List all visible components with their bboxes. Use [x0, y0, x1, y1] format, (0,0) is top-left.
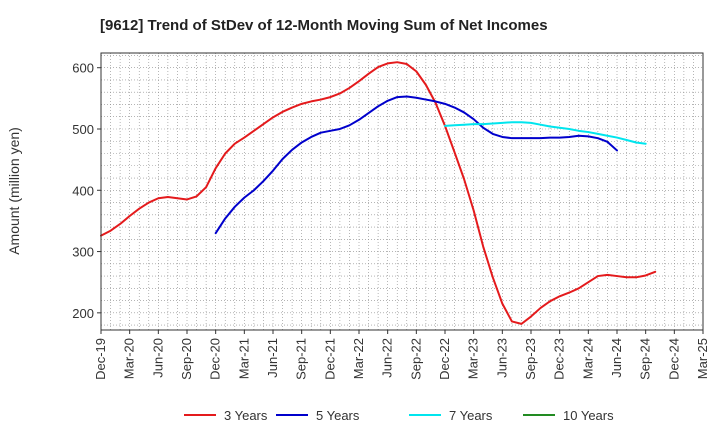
legend-label-10-years: 10 Years [563, 408, 614, 423]
series-lines [100, 61, 657, 325]
x-tick-label: Dec-21 [322, 338, 337, 380]
x-tick-label: Dec-19 [93, 338, 108, 380]
y-tick-label: 300 [72, 245, 94, 260]
series-line-7-years [444, 121, 647, 145]
y-tick-label: 500 [72, 122, 94, 137]
grid-lines [100, 53, 704, 330]
x-tick-label: Mar-25 [695, 338, 710, 379]
x-tick-label: Jun-22 [380, 338, 395, 378]
x-tick-label: Mar-21 [236, 338, 251, 379]
y-tick-label: 200 [72, 306, 94, 321]
legend: 3 Years 5 Years 7 Years 10 Years [184, 408, 614, 423]
x-tick-label: Mar-20 [122, 338, 137, 379]
y-axis-label: Amount (million yen) [6, 127, 22, 255]
x-tick-label: Jun-23 [494, 338, 509, 378]
y-tick-label: 400 [72, 183, 94, 198]
x-tick-label: Dec-22 [437, 338, 452, 380]
x-tick-label: Dec-20 [208, 338, 223, 380]
x-tick-label: Sep-23 [523, 338, 538, 380]
x-tick-label: Dec-24 [666, 338, 681, 380]
x-tick-label: Jun-24 [609, 338, 624, 378]
x-tick-label: Dec-23 [552, 338, 567, 380]
x-tick-label: Mar-24 [580, 338, 595, 379]
legend-label-5-years: 5 Years [316, 408, 360, 423]
x-tick-label: Mar-23 [466, 338, 481, 379]
series-line-5-years [214, 95, 618, 235]
x-tick-label: Sep-22 [408, 338, 423, 380]
plot-border [100, 52, 704, 331]
chart-title: [9612] Trend of StDev of 12-Month Moving… [100, 17, 548, 34]
x-tick-label: Sep-21 [294, 338, 309, 380]
x-tick-label: Jun-21 [265, 338, 280, 378]
series-line-3-years [100, 61, 657, 325]
x-tick-label: Mar-22 [351, 338, 366, 379]
legend-label-7-years: 7 Years [449, 408, 493, 423]
legend-label-3-years: 3 Years [224, 408, 268, 423]
x-tick-labels: Dec-19 Mar-20 Jun-20 Sep-20 Dec-20 Mar-21 Jun-… [93, 330, 710, 380]
plot-frame [100, 52, 704, 331]
x-tick-label: Sep-24 [638, 338, 653, 380]
x-tick-label: Sep-20 [179, 338, 194, 380]
x-tick-label: Jun-20 [150, 338, 165, 378]
y-tick-labels: 200 300 400 500 600 [72, 61, 101, 321]
y-tick-label: 600 [72, 61, 94, 76]
